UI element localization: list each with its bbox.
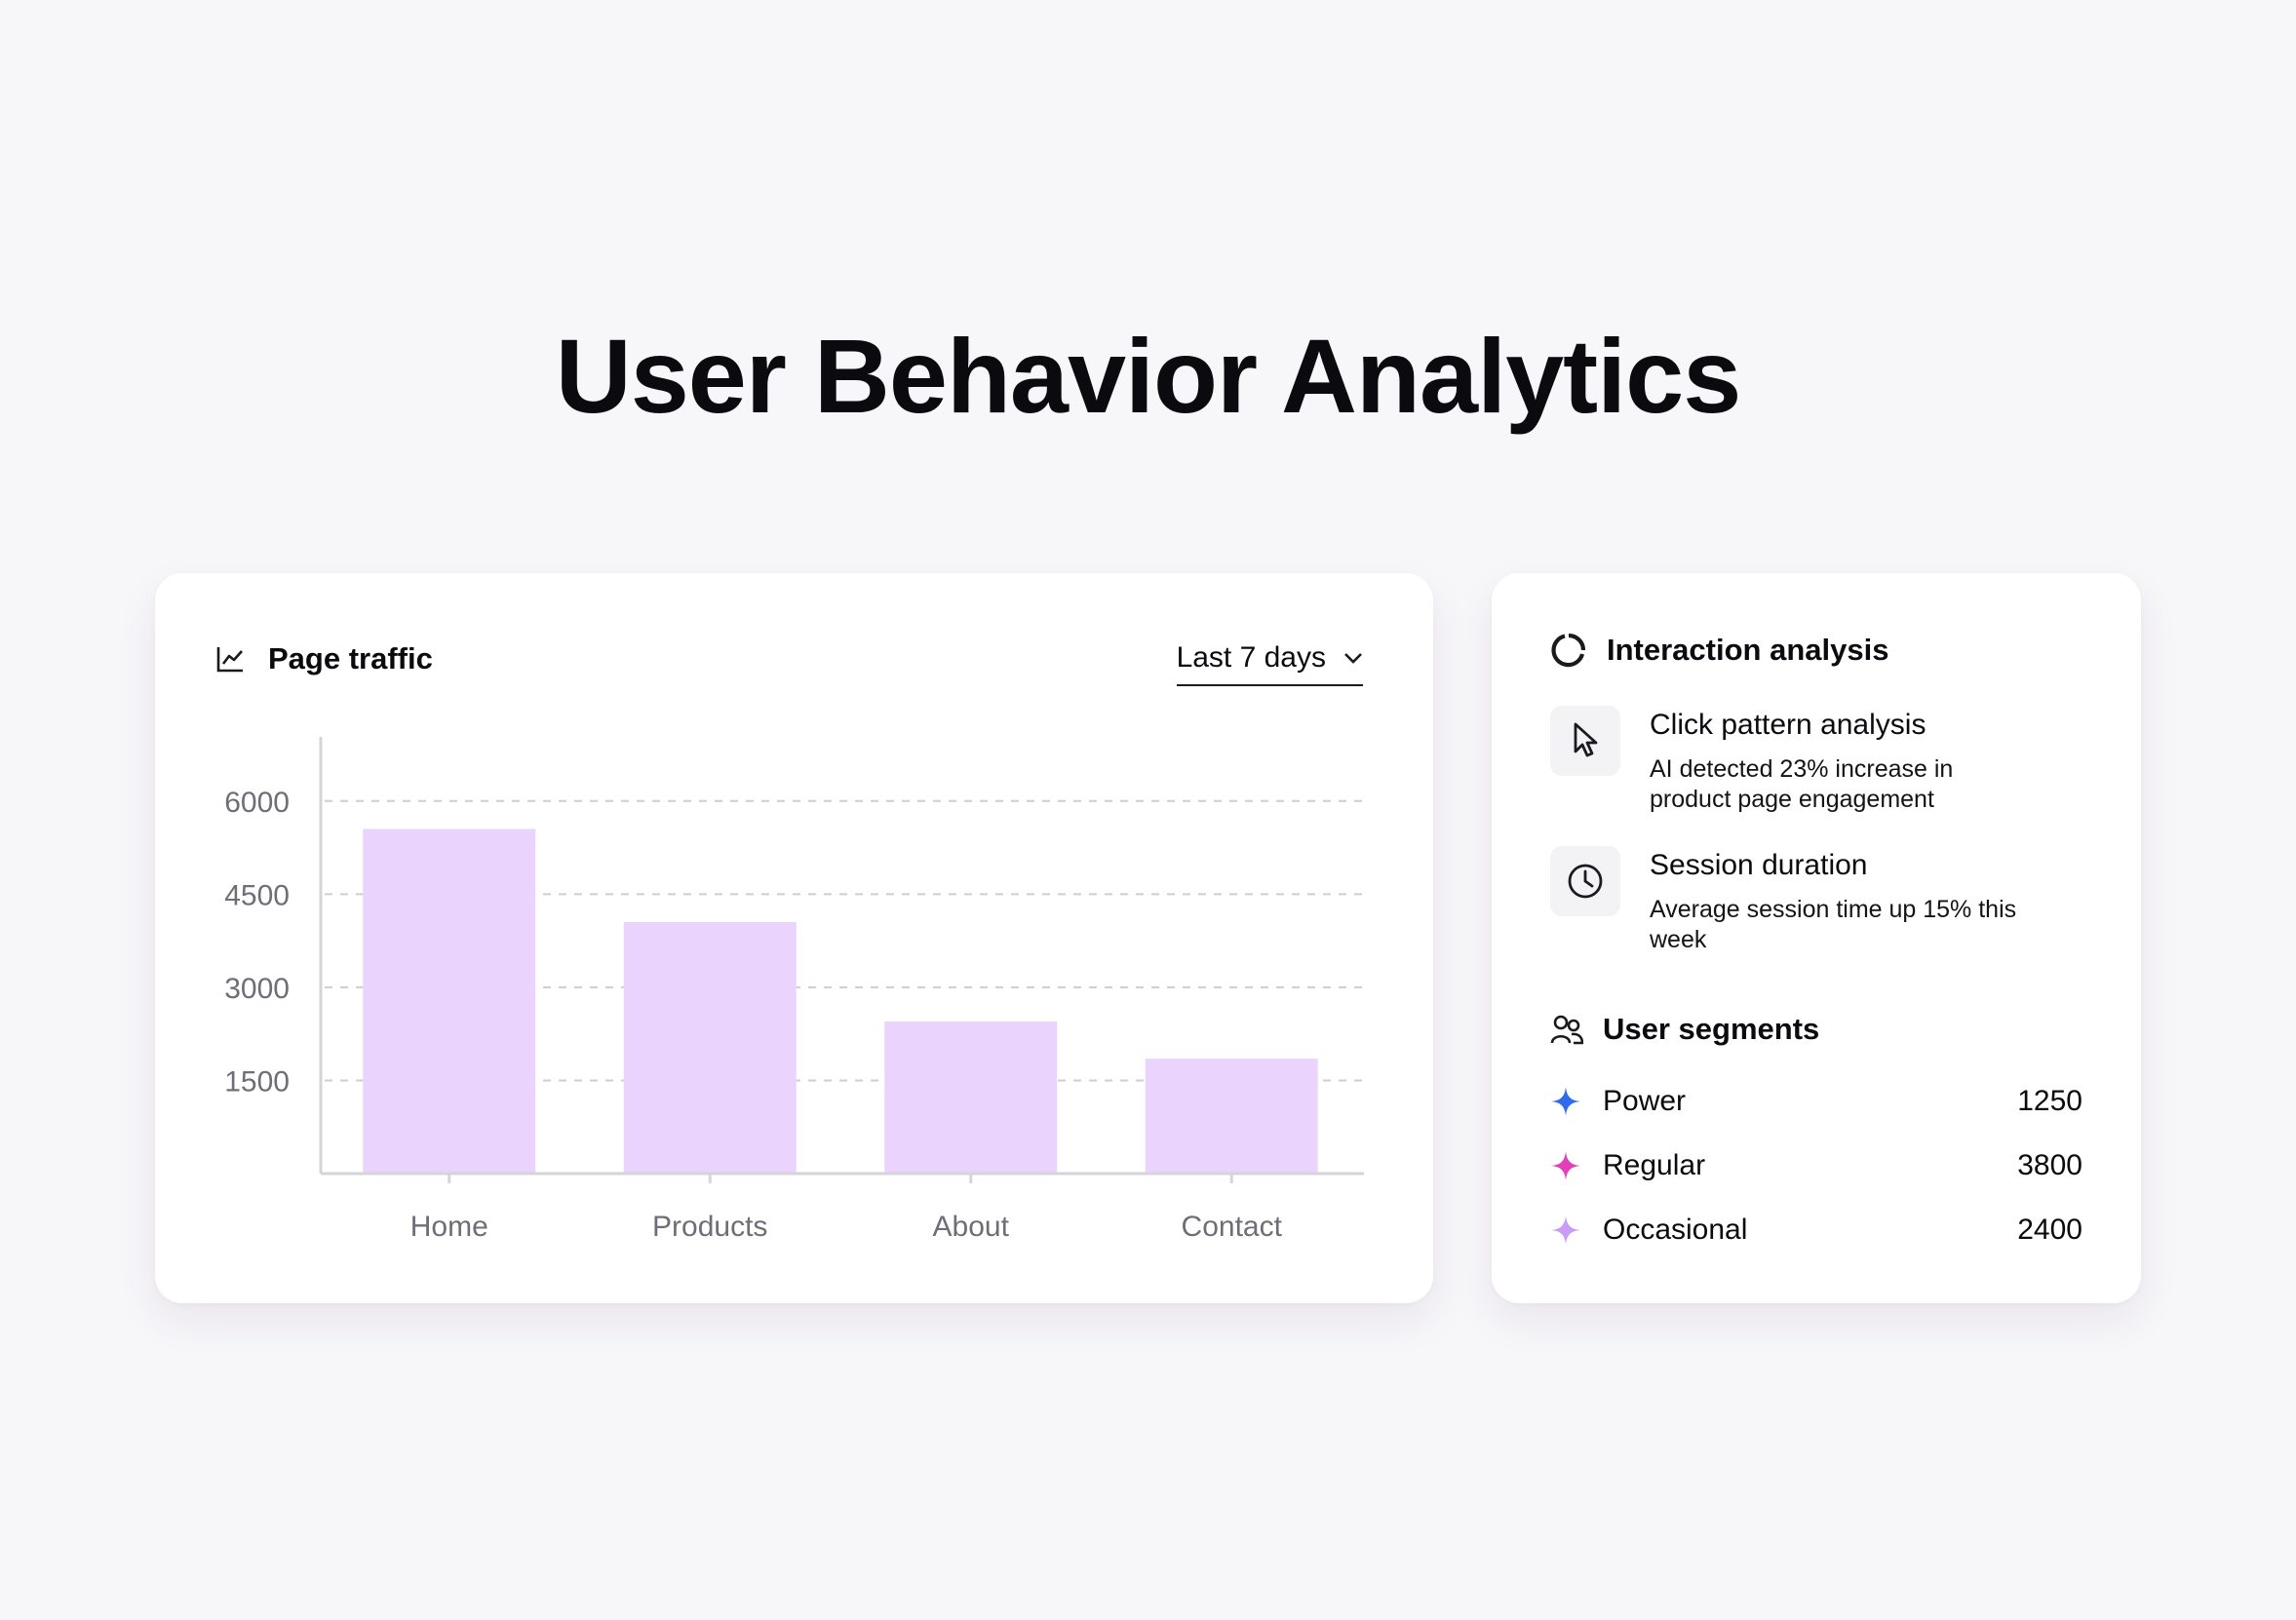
chevron-down-icon bbox=[1343, 652, 1363, 664]
segment-name: Power bbox=[1603, 1085, 1687, 1117]
sparkle-icon bbox=[1550, 1215, 1581, 1246]
cursor-icon bbox=[1550, 706, 1620, 776]
users-icon bbox=[1550, 1013, 1583, 1046]
interaction-analysis-title: Interaction analysis bbox=[1607, 633, 1889, 667]
y-tick-label: 3000 bbox=[224, 973, 290, 1005]
x-tick-label: Contact bbox=[1182, 1211, 1283, 1243]
segment-value: 3800 bbox=[2017, 1149, 2082, 1181]
page-traffic-chart: 1500 3000 4500 6000 Home Products About Contact bbox=[224, 737, 1364, 1243]
y-tick-label: 1500 bbox=[224, 1065, 290, 1098]
date-range-label: Last 7 days bbox=[1176, 641, 1326, 674]
bar bbox=[363, 829, 536, 1174]
interaction-analysis-card: Interaction analysis Click pattern analy… bbox=[1492, 573, 2141, 1303]
page-traffic-card: Page traffic Last 7 days 1500 3000 4500 600… bbox=[155, 573, 1433, 1303]
clock-icon bbox=[1550, 846, 1620, 916]
segment-value: 2400 bbox=[2017, 1214, 2082, 1246]
insight-description: Average session time up 15% this week bbox=[1650, 895, 2016, 955]
insight-description-line: product page engagement bbox=[1650, 786, 1934, 813]
page-traffic-title: Page traffic bbox=[268, 641, 433, 675]
insight-description: AI detected 23% increase in product page… bbox=[1650, 754, 1953, 815]
bar bbox=[884, 1021, 1058, 1174]
page-title: User Behavior Analytics bbox=[555, 317, 1742, 435]
user-segments-title: User segments bbox=[1603, 1012, 1820, 1046]
bar bbox=[1145, 1059, 1318, 1174]
segment-row-occasional: Occasional 2400 bbox=[1550, 1211, 2082, 1250]
y-tick-label: 4500 bbox=[224, 879, 290, 911]
date-range-select[interactable]: Last 7 days bbox=[1176, 641, 1363, 686]
line-chart-icon bbox=[215, 644, 245, 674]
insight-session-duration: Session duration Average session time up… bbox=[1550, 846, 2096, 955]
x-tick-label: Home bbox=[410, 1211, 488, 1243]
interaction-analysis-header: Interaction analysis bbox=[1550, 632, 1888, 669]
insight-title: Click pattern analysis bbox=[1650, 709, 1926, 741]
segment-row-regular: Regular 3800 bbox=[1550, 1146, 2082, 1185]
segment-row-power: Power 1250 bbox=[1550, 1082, 2082, 1121]
segment-value: 1250 bbox=[2017, 1085, 2082, 1117]
segment-name: Regular bbox=[1603, 1149, 1706, 1181]
insight-description-line: week bbox=[1650, 926, 1707, 953]
y-tick-label: 6000 bbox=[224, 787, 290, 819]
sparkle-icon bbox=[1550, 1150, 1581, 1181]
donut-chart-icon bbox=[1550, 632, 1587, 669]
sparkle-icon bbox=[1550, 1086, 1581, 1117]
segment-name: Occasional bbox=[1603, 1214, 1748, 1246]
insight-description-line: AI detected 23% increase in bbox=[1650, 755, 1954, 783]
insight-description-line: Average session time up 15% this bbox=[1650, 896, 2017, 923]
insight-click-pattern: Click pattern analysis AI detected 23% i… bbox=[1550, 706, 2096, 815]
bar bbox=[623, 922, 797, 1174]
user-segments-header: User segments bbox=[1550, 1012, 1819, 1047]
insight-title: Session duration bbox=[1650, 849, 1868, 881]
page-traffic-header: Page traffic bbox=[215, 641, 433, 676]
x-tick-label: About bbox=[933, 1211, 1010, 1243]
x-tick-label: Products bbox=[652, 1211, 767, 1243]
